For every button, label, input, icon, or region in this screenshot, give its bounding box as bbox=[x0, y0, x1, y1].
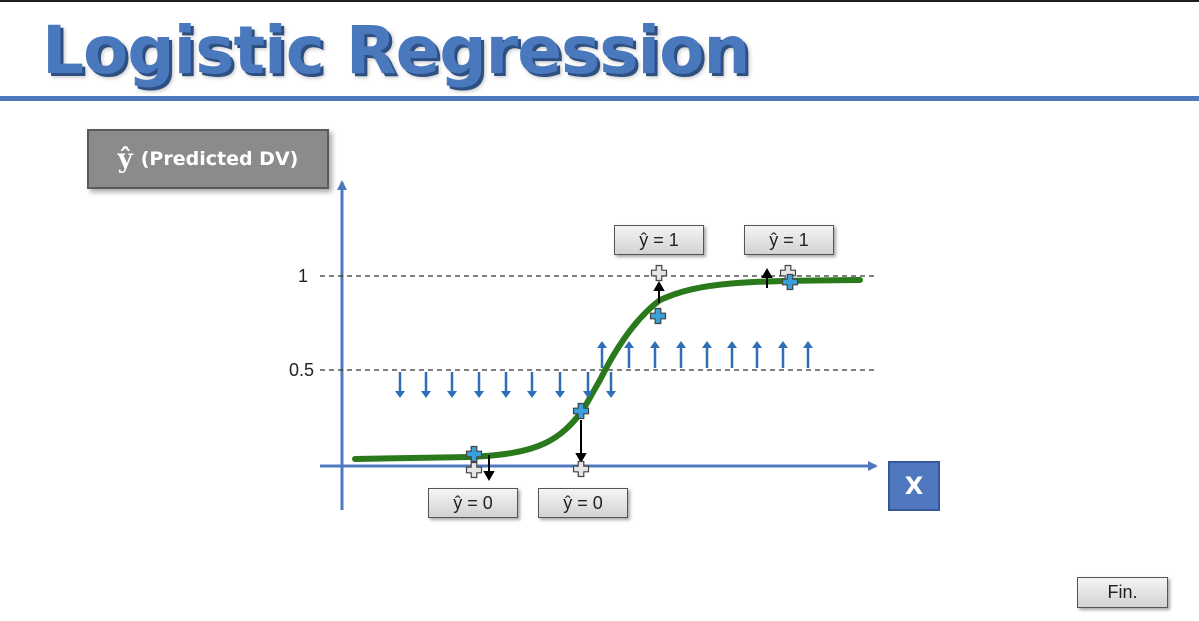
y-tick-0-5: 0.5 bbox=[289, 360, 314, 380]
projection-arrowhead-4 bbox=[761, 267, 773, 278]
up-arrow-5 bbox=[702, 341, 712, 368]
x-axis-label-box: X bbox=[888, 461, 940, 511]
pred-label-top-right: ŷ = 1 bbox=[744, 225, 834, 255]
down-arrow-8 bbox=[583, 372, 593, 398]
down-arrows bbox=[395, 372, 616, 398]
data-marker-4 bbox=[781, 273, 799, 291]
down-arrow-6 bbox=[527, 372, 537, 398]
page-title: Logistic Regression bbox=[42, 12, 750, 89]
down-arrow-5 bbox=[501, 372, 511, 398]
title-underline bbox=[0, 96, 1199, 101]
up-arrow-1 bbox=[597, 341, 607, 368]
data-marker-3 bbox=[649, 307, 667, 325]
data-marker-2 bbox=[572, 402, 590, 420]
down-arrow-9 bbox=[606, 372, 616, 398]
pred-label-bottom-right: ŷ = 0 bbox=[538, 488, 628, 518]
up-arrow-4 bbox=[676, 341, 686, 368]
y-axis-label-box: ŷ (Predicted DV) bbox=[87, 129, 329, 189]
projected-marker-2 bbox=[572, 460, 590, 478]
y-axis-label-text: (Predicted DV) bbox=[140, 148, 299, 170]
up-arrow-9 bbox=[803, 341, 813, 368]
pred-label-bottom-left: ŷ = 0 bbox=[428, 488, 518, 518]
fin-button[interactable]: Fin. bbox=[1077, 577, 1168, 608]
projected-marker-1 bbox=[465, 461, 483, 479]
projected-marker-3 bbox=[650, 264, 668, 282]
markers bbox=[465, 264, 799, 479]
sigmoid-curve bbox=[352, 277, 863, 462]
y-hat-symbol: ŷ bbox=[117, 144, 133, 174]
down-arrow-7 bbox=[555, 372, 565, 398]
projection-arrowhead-1 bbox=[483, 471, 495, 482]
projection-arrowhead-2 bbox=[575, 453, 587, 464]
top-border bbox=[0, 0, 1199, 2]
projection-arrowhead-3 bbox=[653, 280, 665, 291]
down-arrow-4 bbox=[474, 372, 484, 398]
up-arrow-6 bbox=[727, 341, 737, 368]
up-arrow-2 bbox=[624, 341, 634, 368]
down-arrow-1 bbox=[395, 372, 405, 398]
projection-arrows bbox=[483, 267, 773, 482]
pred-label-top-left: ŷ = 1 bbox=[614, 225, 704, 255]
up-arrow-3 bbox=[650, 341, 660, 368]
up-arrow-8 bbox=[778, 341, 788, 368]
down-arrow-2 bbox=[421, 372, 431, 398]
up-arrow-7 bbox=[752, 341, 762, 368]
down-arrow-3 bbox=[447, 372, 457, 398]
y-tick-1: 1 bbox=[298, 266, 308, 286]
data-marker-1 bbox=[465, 445, 483, 463]
up-arrows bbox=[597, 341, 813, 368]
